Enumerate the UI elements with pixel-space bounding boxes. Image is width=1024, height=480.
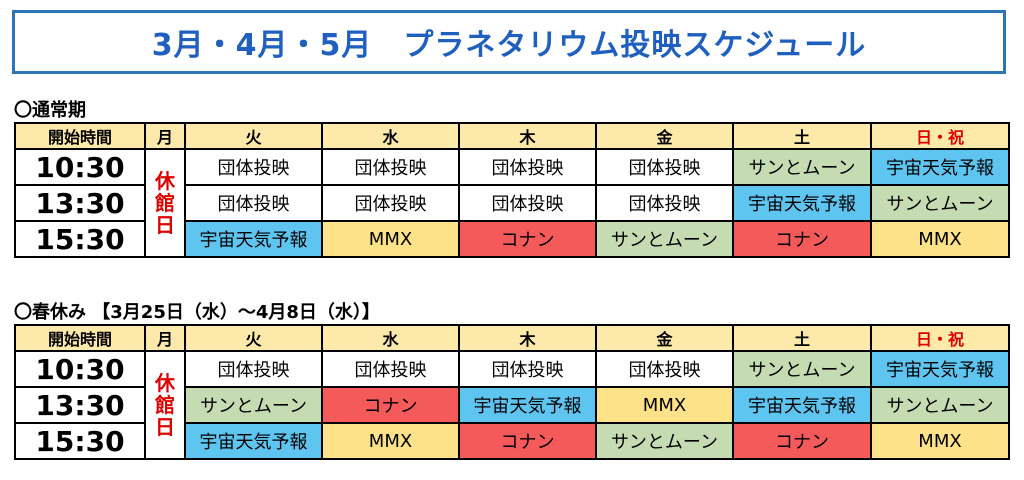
schedule-cell: 団体投映 bbox=[595, 184, 734, 222]
header-row: 開始時間月火水木金土日・祝 bbox=[14, 324, 1010, 352]
schedule-cell: サンとムーン bbox=[732, 148, 872, 186]
schedule-cell: MMX bbox=[870, 422, 1010, 460]
closed-day-label: 休館日 bbox=[144, 148, 186, 258]
column-header: 日・祝 bbox=[870, 324, 1010, 352]
schedule-cell: MMX bbox=[870, 220, 1010, 258]
schedule-cell: 団体投映 bbox=[458, 350, 597, 388]
column-header: 金 bbox=[595, 122, 734, 150]
schedule-cell: サンとムーン bbox=[184, 386, 323, 424]
schedule-cell: 団体投映 bbox=[458, 184, 597, 222]
schedule-cell: コナン bbox=[458, 220, 597, 258]
start-time: 15:30 bbox=[14, 220, 146, 258]
schedule-cell: 団体投映 bbox=[595, 350, 734, 388]
column-header: 開始時間 bbox=[14, 324, 146, 352]
schedule-table-spring: 開始時間月火水木金土日・祝 10:30 休館日団体投映 団体投映 団体投映 団体投映 サンと… bbox=[14, 324, 1010, 460]
schedule-cell: 団体投映 bbox=[595, 148, 734, 186]
schedule-cell: 宇宙天気予報 bbox=[732, 184, 872, 222]
start-time: 15:30 bbox=[14, 422, 146, 460]
schedule-cell: 団体投映 bbox=[321, 184, 460, 222]
schedule-cell: 団体投映 bbox=[184, 350, 323, 388]
column-header: 火 bbox=[184, 122, 323, 150]
schedule-cell: 団体投映 bbox=[458, 148, 597, 186]
schedule-cell: 宇宙天気予報 bbox=[184, 220, 323, 258]
start-time: 10:30 bbox=[14, 148, 146, 186]
schedule-cell: 団体投映 bbox=[184, 148, 323, 186]
schedule-table-regular: 開始時間月火水木金土日・祝 10:30 休館日団体投映 団体投映 団体投映 団体投映 サンと… bbox=[14, 122, 1010, 258]
column-header: 月 bbox=[144, 324, 186, 352]
schedule-cell: 宇宙天気予報 bbox=[870, 148, 1010, 186]
column-header: 日・祝 bbox=[870, 122, 1010, 150]
start-time: 13:30 bbox=[14, 386, 146, 424]
start-time: 13:30 bbox=[14, 184, 146, 222]
schedule-cell: サンとムーン bbox=[595, 220, 734, 258]
table-row: 10:30 休館日団体投映 団体投映 団体投映 団体投映 サンとムーン 宇宙天気予報 bbox=[14, 350, 1010, 460]
start-time: 10:30 bbox=[14, 350, 146, 388]
schedule-cell: コナン bbox=[732, 422, 872, 460]
table-row: 13:30 サンとムーン コナン 宇宙天気予報 MMX 宇宙天気予報 サンとムーン bbox=[14, 386, 1010, 424]
table-row: 10:30 休館日団体投映 団体投映 団体投映 団体投映 サンとムーン 宇宙天気予報 bbox=[14, 148, 1010, 258]
column-header: 開始時間 bbox=[14, 122, 146, 150]
section-label-regular: 〇通常期 bbox=[14, 100, 86, 121]
table-row: 15:30 宇宙天気予報 MMX コナン サンとムーン コナン MMX bbox=[14, 422, 1010, 460]
schedule-cell: MMX bbox=[595, 386, 734, 424]
schedule-cell: MMX bbox=[321, 422, 460, 460]
schedule-cell: 団体投映 bbox=[184, 184, 323, 222]
column-header: 土 bbox=[732, 324, 872, 352]
schedule-cell: 宇宙天気予報 bbox=[732, 386, 872, 424]
schedule-cell: コナン bbox=[732, 220, 872, 258]
table-row: 15:30 宇宙天気予報 MMX コナン サンとムーン コナン MMX bbox=[14, 220, 1010, 258]
column-header: 水 bbox=[321, 122, 460, 150]
schedule-cell: コナン bbox=[458, 422, 597, 460]
page-title: 3月・4月・5月 プラネタリウム投映スケジュール bbox=[12, 10, 1006, 74]
table-row: 13:30 団体投映 団体投映 団体投映 団体投映 宇宙天気予報 サンとムーン bbox=[14, 184, 1010, 222]
closed-day-label: 休館日 bbox=[144, 350, 186, 460]
schedule-cell: サンとムーン bbox=[732, 350, 872, 388]
column-header: 火 bbox=[184, 324, 323, 352]
schedule-cell: 宇宙天気予報 bbox=[870, 350, 1010, 388]
column-header: 金 bbox=[595, 324, 734, 352]
header-row: 開始時間月火水木金土日・祝 bbox=[14, 122, 1010, 150]
schedule-cell: 宇宙天気予報 bbox=[184, 422, 323, 460]
schedule-cell: 団体投映 bbox=[321, 350, 460, 388]
column-header: 土 bbox=[732, 122, 872, 150]
schedule-cell: サンとムーン bbox=[870, 386, 1010, 424]
schedule-cell: MMX bbox=[321, 220, 460, 258]
section-label-spring: 〇春休み 【3月25日（水）～4月8日（水）】 bbox=[14, 302, 380, 323]
schedule-cell: サンとムーン bbox=[595, 422, 734, 460]
schedule-cell: コナン bbox=[321, 386, 460, 424]
schedule-cell: サンとムーン bbox=[870, 184, 1010, 222]
schedule-cell: 宇宙天気予報 bbox=[458, 386, 597, 424]
column-header: 水 bbox=[321, 324, 460, 352]
column-header: 木 bbox=[458, 324, 597, 352]
column-header: 月 bbox=[144, 122, 186, 150]
schedule-cell: 団体投映 bbox=[321, 148, 460, 186]
column-header: 木 bbox=[458, 122, 597, 150]
